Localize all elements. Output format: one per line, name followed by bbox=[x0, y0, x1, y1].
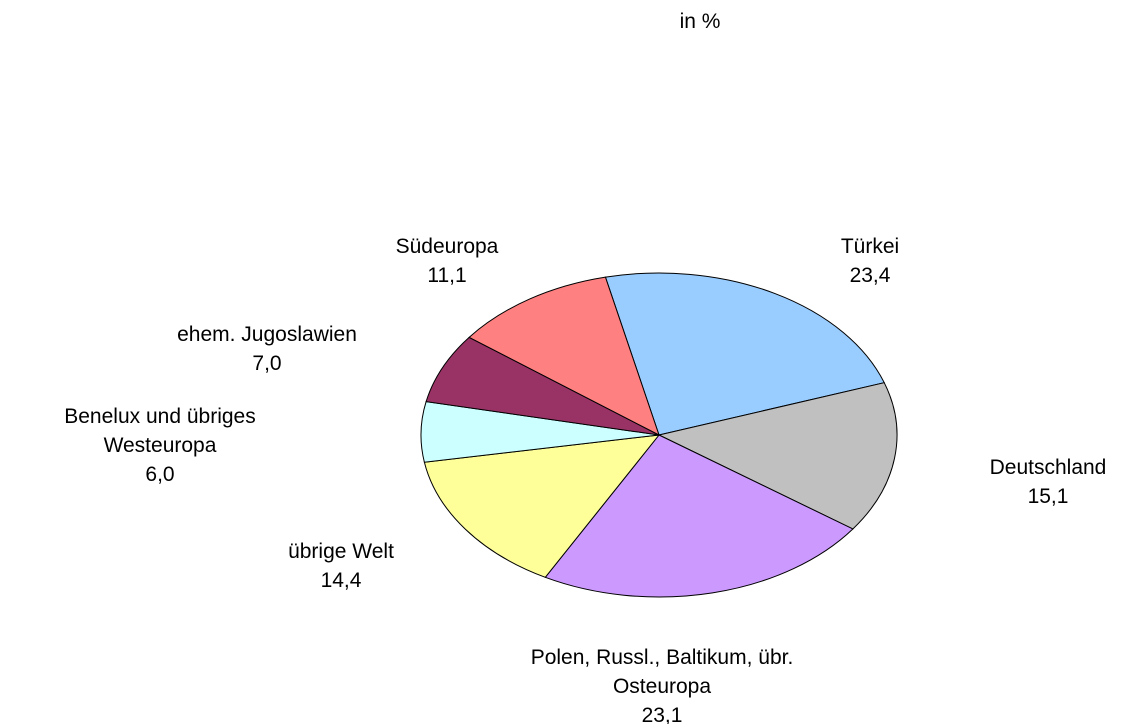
category-label: Polen, Russl., Baltikum, übr. Osteuropa bbox=[530, 646, 794, 698]
value-label: 14,4 bbox=[320, 569, 362, 592]
value-label: 7,0 bbox=[252, 352, 282, 375]
category-label: Türkei bbox=[840, 235, 900, 258]
slice-label: Benelux und übriges Westeuropa 6,0 bbox=[10, 402, 310, 489]
pie-slice bbox=[544, 434, 854, 598]
value-label: 23,4 bbox=[849, 264, 891, 287]
category-label: Südeuropa bbox=[395, 235, 499, 258]
pie-slice bbox=[657, 382, 898, 530]
category-label: ehem. Jugoslawien bbox=[177, 323, 357, 346]
slice-label: ehem. Jugoslawien 7,0 bbox=[117, 320, 417, 378]
value-label: 23,1 bbox=[641, 704, 683, 724]
slice-label: übrige Welt 14,4 bbox=[241, 537, 441, 595]
slice-label: Polen, Russl., Baltikum, übr. Osteuropa 2… bbox=[482, 643, 842, 724]
pie-slice bbox=[425, 336, 660, 436]
category-label: Benelux und übriges Westeuropa bbox=[64, 405, 256, 457]
value-label: 11,1 bbox=[427, 264, 467, 287]
chart-title: in % bbox=[679, 10, 721, 33]
slice-label: Türkei 23,4 bbox=[770, 232, 970, 290]
value-label: 15,1 bbox=[1027, 485, 1069, 508]
pie-slice bbox=[604, 272, 885, 436]
pie-slice bbox=[468, 276, 660, 437]
category-label: übrige Welt bbox=[288, 540, 394, 563]
pie-slice bbox=[423, 434, 661, 578]
slice-label: Südeuropa 11,1 bbox=[347, 232, 547, 290]
value-label: 6,0 bbox=[145, 463, 175, 486]
slice-label: Deutschland 15,1 bbox=[948, 453, 1143, 511]
category-label: Deutschland bbox=[989, 456, 1107, 479]
